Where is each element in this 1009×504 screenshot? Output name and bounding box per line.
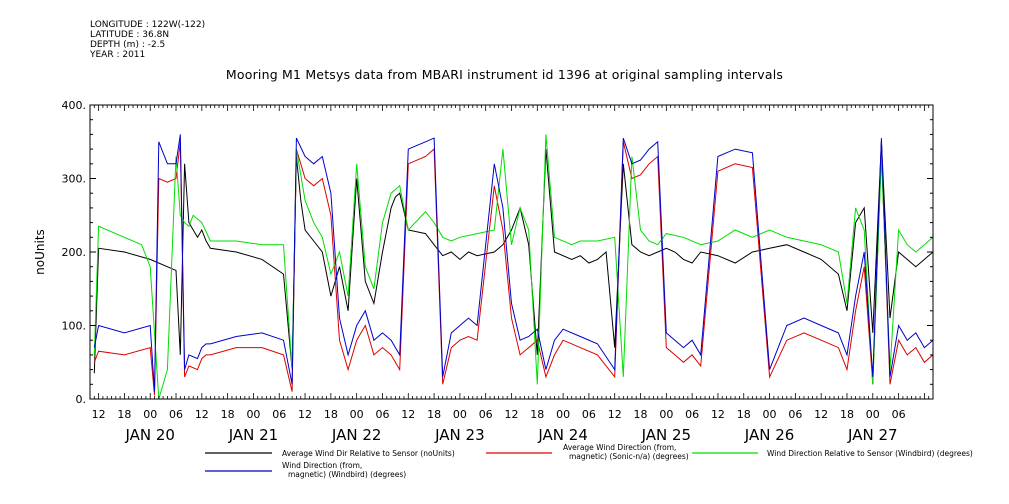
x-hour-label: 00 — [350, 408, 364, 421]
x-axis: 12 18 00 06 12 18 00 06 12 18 00 06 12 18 00 06 12 18 00 06… — [89, 105, 934, 444]
x-day-label: JAN 21 — [228, 426, 279, 444]
x-hour-label: 12 — [505, 408, 519, 421]
legend-label: Wind Direction (from, magnetic) (Windbird… — [282, 461, 406, 479]
y-tick-label: 400. — [62, 99, 87, 112]
x-hour-label: 18 — [324, 408, 338, 421]
x-hour-label: 18 — [427, 408, 441, 421]
series-line-4 — [93, 134, 934, 392]
legend-label: Wind Direction Relative to Sensor (Windb… — [767, 449, 973, 458]
latitude-text: LATITUDE : 36.8N — [90, 30, 170, 40]
x-day-label: JAN 20 — [124, 426, 175, 444]
depth-text: DEPTH (m) : -2.5 — [90, 40, 166, 50]
series-line-1 — [93, 141, 934, 374]
x-day-label: JAN 25 — [641, 426, 692, 444]
legend-label: Average Wind Direction (from, magnetic) (… — [563, 443, 689, 461]
metadata-block: LONGITUDE : 122W(-122) LATITUDE : 36.8N … — [90, 20, 205, 60]
series-layer — [93, 134, 934, 400]
x-hour-label: 12 — [711, 408, 725, 421]
x-hour-label: 18 — [117, 408, 131, 421]
x-hour-label: 06 — [479, 408, 493, 421]
chart-title: Mooring M1 Metsys data from MBARI instru… — [225, 67, 784, 82]
x-day-label: JAN 24 — [537, 426, 588, 444]
x-hour-label: 06 — [685, 408, 699, 421]
x-hour-label: 06 — [375, 408, 389, 421]
y-tick-label: 300. — [62, 173, 87, 186]
x-hour-label: 06 — [892, 408, 906, 421]
x-hour-label: 06 — [582, 408, 596, 421]
y-axis-label: noUnits — [33, 229, 47, 275]
y-tick-label: 100. — [62, 320, 87, 333]
y-tick-label: 200. — [62, 246, 87, 259]
year-text: YEAR : 2011 — [90, 50, 146, 60]
x-hour-label: 00 — [246, 408, 260, 421]
x-day-label: JAN 26 — [744, 426, 795, 444]
plot-frame — [89, 104, 934, 400]
longitude-text: LONGITUDE : 122W(-122) — [90, 20, 206, 30]
x-hour-label: 06 — [272, 408, 286, 421]
x-hour-label: 00 — [659, 408, 673, 421]
x-hour-label: 18 — [737, 408, 751, 421]
legend-label: Average Wind Dir Relative to Sensor (noU… — [282, 449, 455, 458]
x-hour-label: 12 — [401, 408, 415, 421]
x-hour-label: 00 — [763, 408, 777, 421]
x-hour-label: 12 — [608, 408, 622, 421]
x-day-label: JAN 22 — [331, 426, 382, 444]
x-hour-label: 18 — [530, 408, 544, 421]
x-hour-label: 18 — [840, 408, 854, 421]
x-hour-label: 00 — [453, 408, 467, 421]
x-hour-label: 00 — [143, 408, 157, 421]
series-line-3 — [93, 134, 934, 400]
x-hour-label: 18 — [634, 408, 648, 421]
x-hour-label: 12 — [814, 408, 828, 421]
x-day-label: JAN 27 — [847, 426, 898, 444]
x-hour-label: 06 — [169, 408, 183, 421]
legend: Average Wind Dir Relative to Sensor (noU… — [205, 443, 973, 479]
series-line-2 — [93, 141, 934, 396]
x-hour-label: 12 — [298, 408, 312, 421]
x-hour-label: 12 — [195, 408, 209, 421]
x-hour-label: 18 — [221, 408, 235, 421]
y-axis: 0. 100. 200. 300. 400. — [62, 99, 933, 406]
x-hour-label: 12 — [92, 408, 106, 421]
x-hour-label: 06 — [788, 408, 802, 421]
x-hour-label: 00 — [556, 408, 570, 421]
x-hour-label: 00 — [866, 408, 880, 421]
y-tick-label: 0. — [76, 393, 87, 406]
x-day-label: JAN 23 — [434, 426, 485, 444]
